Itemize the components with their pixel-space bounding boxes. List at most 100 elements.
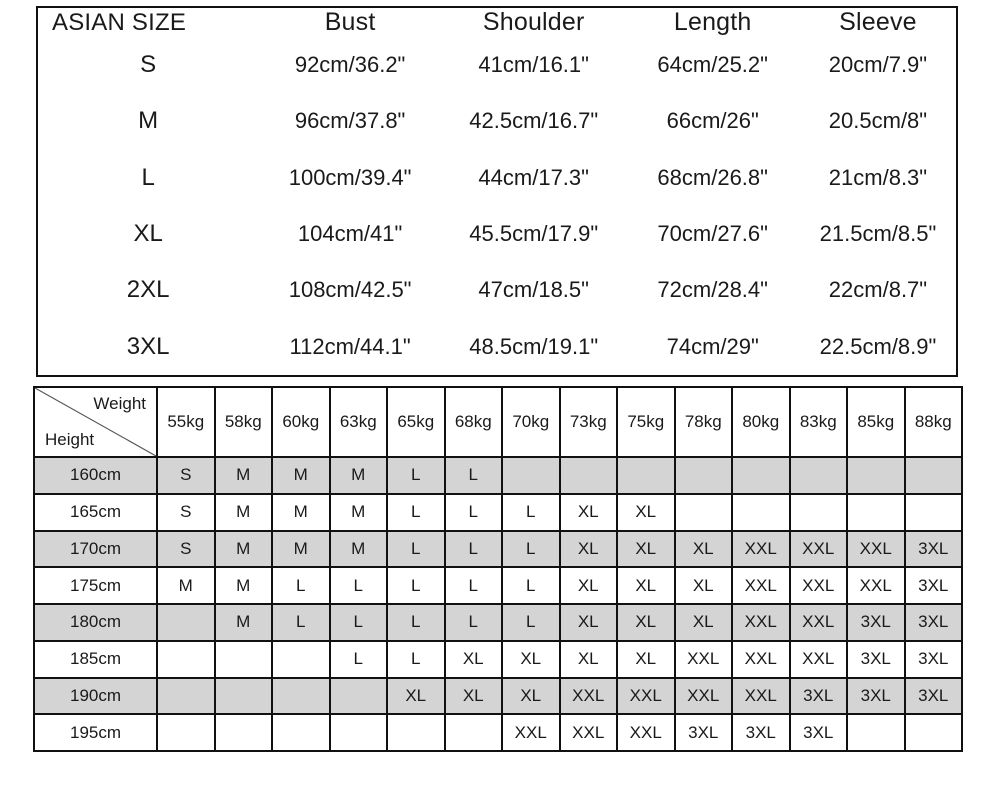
fit-cell-185cm-58kg <box>213 639 273 679</box>
fit-cell-195cm-80kg: 3XL <box>731 713 791 752</box>
diagonal-divider-icon <box>36 389 155 455</box>
measurement-bust-3xl: 112cm/44.1" <box>289 333 411 359</box>
fit-cell-160cm-73kg <box>558 456 618 495</box>
fit-cell-170cm-55kg: S <box>156 529 216 569</box>
fit-cell-190cm-78kg: XXL <box>673 676 733 716</box>
height-label-175cm: 175cm <box>33 566 158 605</box>
fit-grid-head: Weight Height 55kg 58kg 60kg 63kg 65kg 6… <box>33 386 963 458</box>
height-label-190cm: 190cm <box>33 676 158 716</box>
measurement-table-body: S 92cm/36.2" 41cm/16.1" 64cm/25.2" 20cm/… <box>38 37 956 375</box>
fit-cell-160cm-58kg: M <box>213 456 273 495</box>
fit-grid-header-row: Weight Height 55kg 58kg 60kg 63kg 65kg 6… <box>33 386 963 458</box>
fit-cell-190cm-80kg: XXL <box>731 676 791 716</box>
fit-cell-165cm-55kg: S <box>156 492 216 532</box>
fit-cell-160cm-85kg <box>846 456 906 495</box>
fit-cell-165cm-75kg: XL <box>616 492 676 532</box>
weight-header-55kg: 55kg <box>156 386 216 458</box>
fit-cell-195cm-85kg <box>846 713 906 752</box>
weight-header-73kg: 73kg <box>558 386 618 458</box>
fit-cell-165cm-78kg <box>673 492 733 532</box>
measurement-bust-s: 92cm/36.2" <box>294 52 406 78</box>
fit-cell-185cm-70kg: XL <box>501 639 561 679</box>
fit-cell-160cm-70kg <box>501 456 561 495</box>
fit-cell-185cm-55kg <box>156 639 216 679</box>
table-row: 165cm S M M M L L L XL XL <box>33 492 963 532</box>
fit-cell-180cm-55kg <box>156 603 216 642</box>
corner-height-label: Height <box>45 430 95 449</box>
fit-cell-195cm-63kg <box>328 713 388 752</box>
fit-cell-190cm-58kg <box>213 676 273 716</box>
measurement-length-m: 66cm/26" <box>666 108 759 134</box>
fit-cell-190cm-85kg: 3XL <box>846 676 906 716</box>
fit-cell-165cm-83kg <box>788 492 848 532</box>
fit-cell-190cm-55kg <box>156 676 216 716</box>
fit-cell-185cm-75kg: XL <box>616 639 676 679</box>
fit-cell-180cm-63kg: L <box>328 603 388 642</box>
table-row: 185cm L L XL XL XL XL XXL XXL XXL 3XL 3XL <box>33 639 963 679</box>
fit-cell-195cm-83kg: 3XL <box>788 713 848 752</box>
fit-cell-185cm-88kg: 3XL <box>903 639 963 679</box>
table-row: 2XL 108cm/42.5" 47cm/18.5" 72cm/28.4" 22… <box>38 262 956 318</box>
fit-cell-190cm-73kg: XXL <box>558 676 618 716</box>
fit-cell-165cm-68kg: L <box>443 492 503 532</box>
fit-cell-190cm-63kg <box>328 676 388 716</box>
measurement-header-sleeve: Sleeve <box>839 8 917 36</box>
fit-cell-175cm-58kg: M <box>213 566 273 605</box>
weight-header-58kg: 58kg <box>213 386 273 458</box>
measurement-length-2xl: 72cm/28.4" <box>657 277 768 303</box>
fit-cell-165cm-60kg: M <box>271 492 331 532</box>
table-row: 180cm M L L L L L XL XL XL XXL XXL 3XL 3XL <box>33 603 963 642</box>
fit-cell-180cm-60kg: L <box>271 603 331 642</box>
fit-cell-185cm-65kg: L <box>386 639 446 679</box>
fit-cell-195cm-60kg <box>271 713 331 752</box>
weight-header-80kg: 80kg <box>731 386 791 458</box>
fit-cell-170cm-85kg: XXL <box>846 529 906 569</box>
fit-cell-180cm-70kg: L <box>501 603 561 642</box>
fit-cell-190cm-83kg: 3XL <box>788 676 848 716</box>
fit-cell-180cm-58kg: M <box>213 603 273 642</box>
measurement-header-shoulder: Shoulder <box>482 8 585 36</box>
weight-header-60kg: 60kg <box>271 386 331 458</box>
weight-header-63kg: 63kg <box>328 386 388 458</box>
fit-cell-160cm-80kg <box>731 456 791 495</box>
measurement-header-length: Length <box>673 8 752 36</box>
fit-cell-180cm-88kg: 3XL <box>903 603 963 642</box>
fit-cell-190cm-75kg: XXL <box>616 676 676 716</box>
measurement-size-2xl: 2XL <box>126 276 170 304</box>
fit-cell-175cm-63kg: L <box>328 566 388 605</box>
fit-cell-165cm-85kg <box>846 492 906 532</box>
measurement-sleeve-2xl: 22cm/8.7" <box>828 277 928 303</box>
fit-cell-170cm-68kg: L <box>443 529 503 569</box>
fit-cell-185cm-78kg: XXL <box>673 639 733 679</box>
fit-cell-175cm-73kg: XL <box>558 566 618 605</box>
fit-cell-175cm-70kg: L <box>501 566 561 605</box>
height-label-160cm: 160cm <box>33 456 158 495</box>
height-label-195cm: 195cm <box>33 713 158 752</box>
table-row: S 92cm/36.2" 41cm/16.1" 64cm/25.2" 20cm/… <box>38 37 956 93</box>
fit-cell-195cm-58kg <box>213 713 273 752</box>
fit-cell-190cm-70kg: XL <box>501 676 561 716</box>
fit-cell-175cm-83kg: XXL <box>788 566 848 605</box>
measurement-table-container: ASIAN SIZE Bust Shoulder Length Sleeve S… <box>36 6 958 377</box>
measurement-length-xl: 70cm/27.6" <box>657 221 768 247</box>
fit-cell-175cm-80kg: XXL <box>731 566 791 605</box>
measurement-sleeve-m: 20.5cm/8" <box>828 108 928 134</box>
fit-cell-180cm-65kg: L <box>386 603 446 642</box>
measurement-bust-m: 96cm/37.8" <box>294 108 406 134</box>
weight-header-88kg: 88kg <box>903 386 963 458</box>
table-row: M 96cm/37.8" 42.5cm/16.7" 66cm/26" 20.5c… <box>38 93 956 149</box>
fit-cell-195cm-65kg <box>386 713 446 752</box>
table-row: 3XL 112cm/44.1" 48.5cm/19.1" 74cm/29" 22… <box>38 319 956 375</box>
weight-height-corner-header: Weight Height <box>33 386 158 458</box>
fit-grid-table: Weight Height 55kg 58kg 60kg 63kg 65kg 6… <box>33 386 963 752</box>
measurement-sleeve-xl: 21.5cm/8.5" <box>819 221 937 247</box>
weight-header-65kg: 65kg <box>386 386 446 458</box>
table-row: 190cm XL XL XL XXL XXL XXL XXL 3XL 3XL 3XL <box>33 676 963 716</box>
fit-cell-160cm-55kg: S <box>156 456 216 495</box>
table-row: L 100cm/39.4" 44cm/17.3" 68cm/26.8" 21cm… <box>38 150 956 206</box>
fit-cell-170cm-83kg: XXL <box>788 529 848 569</box>
fit-cell-180cm-80kg: XXL <box>731 603 791 642</box>
fit-cell-165cm-65kg: L <box>386 492 446 532</box>
fit-cell-185cm-68kg: XL <box>443 639 503 679</box>
